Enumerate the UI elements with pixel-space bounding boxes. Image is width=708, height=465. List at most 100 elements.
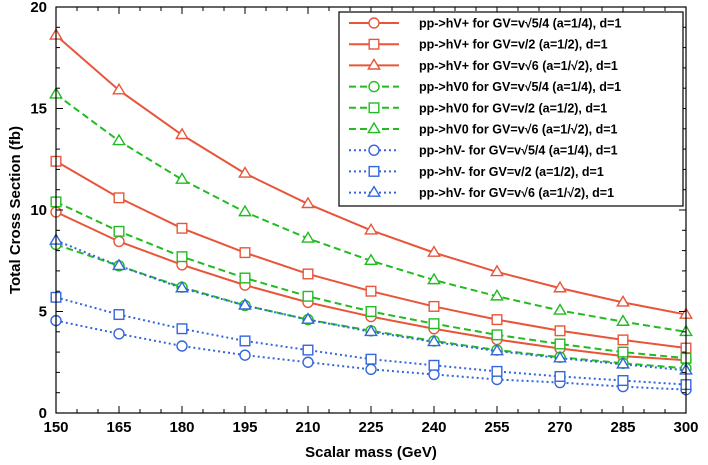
legend-entry: pp->hV+ for GV=v√6 (a=1/√2), d=1 — [349, 58, 618, 73]
legend-label: pp->hV0 for GV=v/2 (a=1/2), d=1 — [419, 101, 607, 115]
y-tick-label: 15 — [30, 101, 47, 118]
data-point — [427, 334, 441, 347]
data-point — [365, 353, 377, 365]
data-point — [239, 335, 251, 347]
data-point — [490, 288, 504, 301]
x-tick-label: 300 — [673, 419, 698, 436]
y-tick-label: 20 — [30, 0, 47, 16]
x-tick-label: 225 — [358, 419, 383, 436]
legend-swatch-marker — [368, 17, 380, 29]
data-point — [302, 290, 314, 302]
data-point — [113, 235, 125, 248]
data-point — [364, 253, 378, 266]
x-tick-label: 285 — [610, 419, 635, 436]
data-point — [113, 328, 125, 340]
legend: pp->hV+ for GV=v√5/4 (a=1/4), d=1 pp->hV+… — [338, 11, 684, 207]
data-point — [365, 306, 377, 318]
legend-label: pp->hV- for GV=v√6 (a=1/√2), d=1 — [419, 186, 614, 200]
y-tick-label: 10 — [30, 202, 47, 219]
data-point — [364, 222, 378, 235]
legend-entry: pp->hV- for GV=v/2 (a=1/2), d=1 — [349, 165, 604, 179]
legend-label: pp->hV+ for GV=v√6 (a=1/√2), d=1 — [419, 59, 618, 73]
data-point — [491, 365, 503, 377]
data-point — [490, 264, 504, 277]
data-point — [554, 338, 566, 350]
data-point — [239, 272, 251, 284]
data-point — [553, 280, 567, 293]
series-6 — [49, 86, 693, 337]
data-point — [553, 303, 567, 315]
data-point — [491, 329, 503, 341]
data-point — [176, 222, 188, 234]
legend-entry: pp->hV- for GV=v√5/4 (a=1/4), d=1 — [349, 144, 618, 158]
series-line — [55, 239, 687, 372]
legend-swatch-marker — [368, 102, 380, 114]
data-point — [428, 318, 440, 330]
data-point — [616, 314, 630, 326]
legend-entry: pp->hV+ for GV=v/2 (a=1/2), d=1 — [349, 38, 608, 52]
data-point — [238, 166, 252, 178]
x-tick-label: 165 — [106, 419, 131, 436]
data-point — [616, 294, 630, 307]
x-tick-label: 210 — [295, 419, 320, 436]
data-point — [490, 343, 504, 356]
legend-label: pp->hV+ for GV=v√5/4 (a=1/4), d=1 — [419, 17, 621, 31]
data-point — [113, 309, 125, 321]
legend-swatch-marker — [367, 121, 381, 134]
data-point — [113, 192, 125, 204]
series-5 — [50, 196, 692, 364]
data-point — [112, 258, 126, 271]
data-point — [176, 323, 188, 335]
y-tick-label: 5 — [39, 304, 47, 321]
legend-entry: pp->hV+ for GV=v√5/4 (a=1/4), d=1 — [349, 17, 621, 31]
legend-entry: pp->hV0 for GV=v√5/4 (a=1/4), d=1 — [349, 80, 621, 94]
legend-entry: pp->hV0 for GV=v√6 (a=1/√2), d=1 — [349, 121, 618, 137]
data-point — [553, 350, 567, 363]
data-point — [365, 363, 377, 376]
y-axis-label: Total Cross Section (fb) — [7, 126, 24, 294]
series-2 — [50, 155, 692, 354]
data-point — [427, 245, 441, 257]
data-point — [365, 285, 377, 297]
data-point — [112, 82, 126, 95]
data-point — [301, 312, 315, 324]
data-point — [427, 272, 441, 285]
series-line — [55, 243, 687, 370]
legend-swatch-marker — [368, 38, 380, 50]
data-point — [428, 359, 440, 371]
x-axis-label: Scalar mass (GeV) — [305, 444, 437, 461]
data-point — [175, 280, 189, 293]
legend-swatch-marker — [367, 58, 381, 70]
legend-swatch-marker — [367, 185, 381, 197]
data-point — [491, 314, 503, 326]
axis-layer: 150 165 180 195 210 225 240 255 270 285 300 0 5 10 15 2… — [30, 0, 698, 436]
data-point — [302, 344, 314, 356]
legend-swatch-marker — [368, 165, 380, 177]
x-tick-label: 195 — [232, 419, 257, 436]
legend-swatch-marker — [368, 80, 380, 93]
legend-label: pp->hV0 for GV=v√5/4 (a=1/4), d=1 — [419, 80, 621, 94]
legend-swatch-marker — [368, 144, 380, 156]
y-tick-label: 0 — [39, 405, 47, 422]
data-point — [428, 300, 440, 312]
series-9 — [49, 233, 693, 375]
data-point — [617, 346, 629, 358]
x-tick-label: 240 — [421, 419, 446, 436]
data-point — [302, 356, 314, 368]
legend-label: pp->hV- for GV=v√5/4 (a=1/4), d=1 — [419, 144, 618, 158]
data-point — [238, 204, 252, 217]
data-point — [428, 368, 440, 381]
data-point — [617, 334, 629, 346]
legend-label: pp->hV- for GV=v/2 (a=1/2), d=1 — [419, 165, 604, 179]
legend-label: pp->hV+ for GV=v/2 (a=1/2), d=1 — [419, 38, 608, 52]
x-tick-label: 180 — [169, 419, 194, 436]
data-point — [175, 172, 189, 184]
legend-entry: pp->hV0 for GV=v/2 (a=1/2), d=1 — [349, 101, 607, 115]
data-point — [176, 340, 188, 352]
legend-entry: pp->hV- for GV=v√6 (a=1/√2), d=1 — [349, 185, 614, 200]
x-tick-label: 150 — [43, 419, 68, 436]
data-point — [112, 133, 126, 146]
data-point — [364, 324, 378, 337]
legend-label: pp->hV0 for GV=v√6 (a=1/√2), d=1 — [419, 123, 618, 137]
